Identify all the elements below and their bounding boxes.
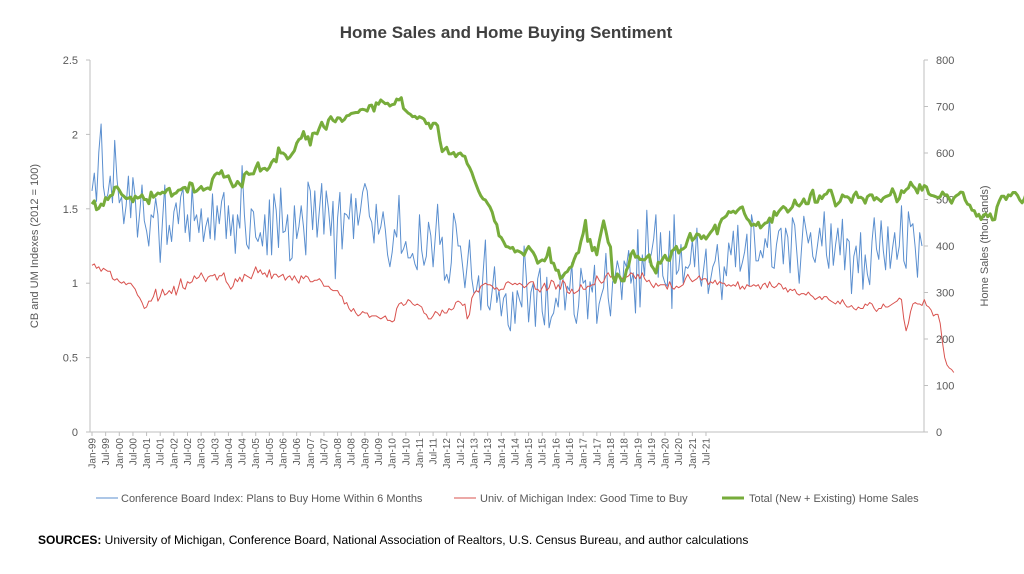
x-tick-label: Jul-09 (374, 438, 385, 466)
left-tick-label: 0.5 (63, 353, 78, 365)
series-line-conference-board (91, 123, 923, 332)
x-tick-label: Jan-02 (169, 438, 180, 469)
series-line-home-sales (90, 96, 1024, 284)
left-axis-ticks: 0 0.5 1 1.5 2 2.5 (63, 55, 90, 439)
x-tick-label: Jul-14 (510, 438, 521, 466)
x-tick-label: Jan-12 (442, 438, 453, 469)
right-tick-label: 800 (936, 55, 954, 67)
x-tick-label: Jul-04 (238, 438, 249, 466)
x-tick-label: Jul-21 (701, 438, 712, 466)
legend-item-home-sales: Total (New + Existing) Home Sales (722, 493, 919, 505)
x-tick-label: Jan-07 (306, 438, 317, 469)
right-tick-label: 400 (936, 241, 954, 253)
left-tick-label: 2 (72, 129, 78, 141)
x-tick-label: Jan-03 (197, 438, 208, 469)
x-tick-label: Jan-19 (633, 438, 644, 469)
x-tick-label: Jul-00 (128, 438, 139, 466)
x-tick-label: Jul-06 (292, 438, 303, 466)
x-tick-label: Jul-03 (210, 438, 221, 466)
right-tick-label: 600 (936, 148, 954, 160)
legend: Conference Board Index: Plans to Buy Hom… (96, 493, 919, 505)
x-tick-label: Jan-21 (688, 438, 699, 469)
right-tick-label: 300 (936, 288, 954, 300)
left-tick-label: 1 (72, 278, 78, 290)
left-axis: 0 0.5 1 1.5 2 2.5 (63, 55, 91, 439)
left-axis-title: CB and UM Indexes (2012 = 100) (29, 164, 41, 328)
x-tick-label: Jan-99 (88, 438, 99, 469)
chart-title: Home Sales and Home Buying Sentiment (340, 23, 673, 42)
legend-label-conference-board: Conference Board Index: Plans to Buy Hom… (121, 493, 423, 505)
x-tick-label: Jan-06 (279, 438, 290, 469)
right-tick-label: 700 (936, 102, 954, 114)
series-layer (90, 96, 1024, 373)
x-tick-label: Jul-99 (101, 438, 112, 466)
x-tick-label: Jul-01 (156, 438, 167, 466)
x-tick-label: Jan-05 (251, 438, 262, 469)
right-tick-label: 0 (936, 427, 942, 439)
x-tick-label: Jan-10 (388, 438, 399, 469)
sources-label: SOURCES: (38, 533, 102, 547)
x-tick-label: Jul-18 (620, 438, 631, 466)
x-tick-label: Jul-19 (647, 438, 658, 466)
x-tick-label: Jul-08 (347, 438, 358, 466)
sources-text: University of Michigan, Conference Board… (101, 533, 749, 547)
x-tick-label: Jul-13 (483, 438, 494, 466)
x-tick-label: Jan-09 (360, 438, 371, 469)
x-tick-label: Jul-12 (456, 438, 467, 466)
x-tick-label: Jan-18 (606, 438, 617, 469)
x-tick-label: Jan-00 (115, 438, 126, 469)
right-tick-label: 200 (936, 334, 954, 346)
right-axis-title: Home Sales (thousands) (979, 185, 991, 306)
x-tick-label: Jul-10 (401, 438, 412, 466)
x-tick-label: Jan-08 (333, 438, 344, 469)
legend-label-michigan: Univ. of Michigan Index: Good Time to Bu… (480, 493, 688, 505)
legend-label-home-sales: Total (New + Existing) Home Sales (749, 493, 919, 505)
x-tick-label: Jan-17 (579, 438, 590, 469)
x-tick-label: Jan-13 (470, 438, 481, 469)
x-tick-label: Jan-16 (551, 438, 562, 469)
legend-item-conference-board: Conference Board Index: Plans to Buy Hom… (96, 493, 423, 505)
x-tick-label: Jul-17 (592, 438, 603, 466)
sources-note: SOURCES: University of Michigan, Confere… (38, 533, 748, 547)
left-tick-label: 2.5 (63, 55, 78, 67)
series-line-michigan (91, 263, 955, 373)
x-axis-ticks: Jan-99 Jul-99 Jan-00 Jul-00 Jan-01 Jul-01 Jan-… (88, 432, 712, 469)
x-tick-label: Jan-11 (415, 438, 426, 468)
x-tick-label: Jul-07 (319, 438, 330, 466)
left-tick-label: 0 (72, 427, 78, 439)
x-tick-label: Jul-05 (265, 438, 276, 466)
legend-item-michigan: Univ. of Michigan Index: Good Time to Bu… (454, 493, 688, 505)
x-tick-label: Jan-01 (142, 438, 153, 469)
x-tick-label: Jan-04 (224, 438, 235, 469)
x-tick-label: Jul-20 (674, 438, 685, 466)
left-tick-label: 1.5 (63, 204, 78, 216)
right-tick-label: 100 (936, 381, 954, 393)
x-tick-label: Jan-15 (524, 438, 535, 469)
x-tick-label: Jul-11 (429, 438, 440, 465)
x-tick-label: Jul-16 (565, 438, 576, 466)
x-tick-label: Jul-15 (538, 438, 549, 466)
x-tick-label: Jul-02 (183, 438, 194, 466)
x-tick-label: Jan-20 (661, 438, 672, 469)
x-tick-label: Jan-14 (497, 438, 508, 469)
